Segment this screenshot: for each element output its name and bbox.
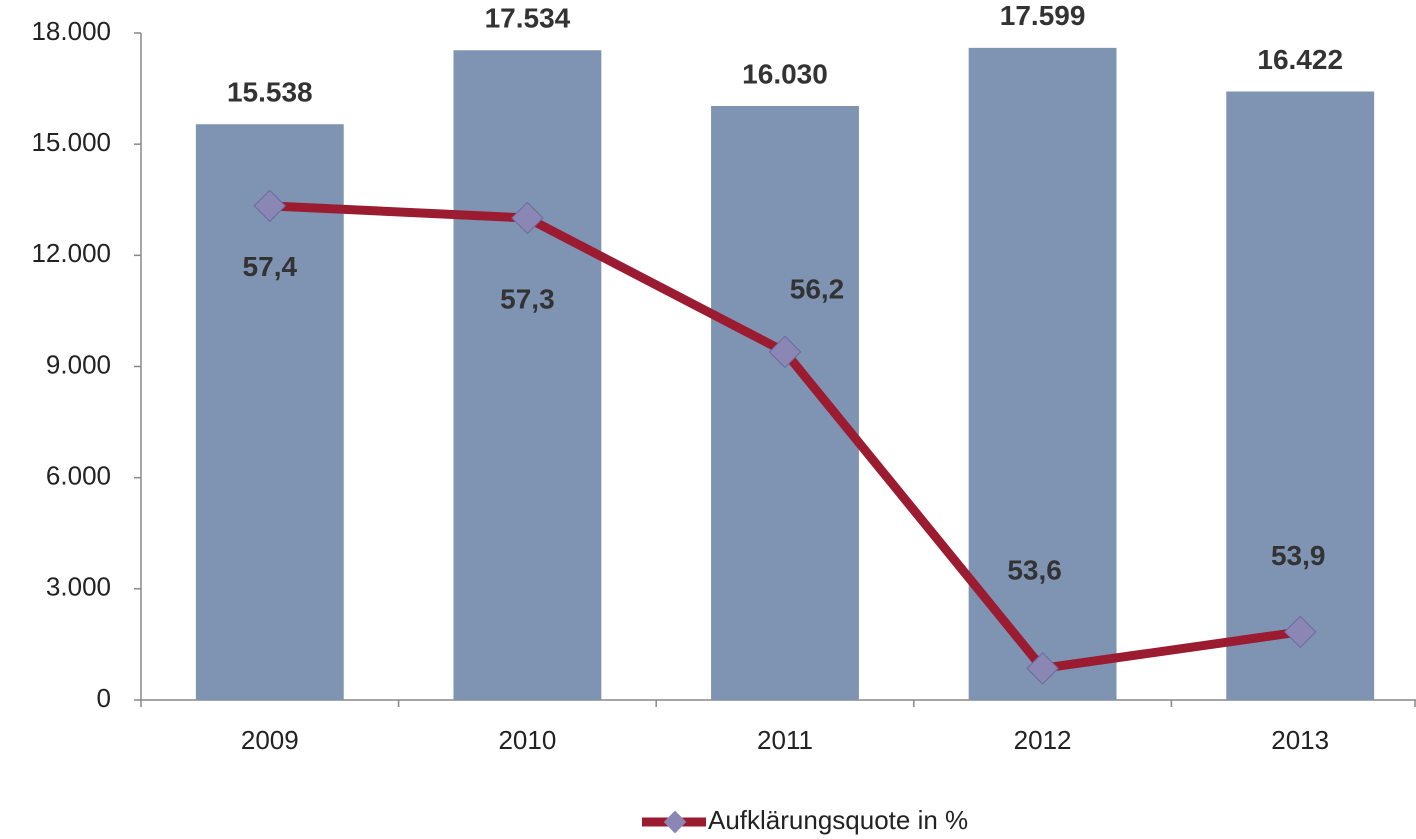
y-tick-label: 18.000: [31, 16, 111, 46]
x-tick-label: 2011: [757, 725, 813, 755]
bar: [968, 47, 1117, 701]
y-tick-label: 12.000: [31, 238, 111, 268]
bar: [1226, 91, 1375, 701]
y-tick-label: 6.000: [46, 461, 111, 491]
legend-label: Aufklärungsquote in %: [708, 805, 968, 835]
bar-value-label: 17.534: [485, 3, 571, 34]
line-marker: [253, 189, 287, 223]
line-value-label: 56,2: [790, 273, 845, 304]
line-value-label: 53,9: [1271, 540, 1326, 571]
x-tick-label: 2009: [241, 725, 299, 755]
x-tick-label: 2013: [1271, 725, 1329, 755]
y-tick-label: 3.000: [46, 572, 111, 602]
y-tick-label: 0: [97, 683, 111, 713]
line-marker: [1283, 615, 1317, 649]
x-tick-label: 2010: [498, 725, 556, 755]
bar-value-label: 15.538: [227, 77, 313, 108]
bar-value-label: 16.030: [742, 58, 828, 89]
legend-marker: [663, 810, 687, 834]
x-tick-label: 2012: [1014, 725, 1072, 755]
line-value-label: 57,3: [500, 283, 555, 314]
y-tick-label: 9.000: [46, 349, 111, 379]
bar: [711, 105, 859, 700]
bar: [453, 50, 602, 701]
bar-value-label: 16.422: [1257, 44, 1343, 75]
line-marker: [511, 201, 544, 235]
line-marker: [768, 335, 802, 369]
line-marker: [1026, 652, 1059, 685]
line-value-label: 57,4: [243, 251, 298, 282]
bar-value-label: 17.599: [1000, 0, 1086, 31]
line-value-label: 53,6: [1007, 555, 1062, 586]
y-tick-label: 15.000: [31, 127, 111, 157]
